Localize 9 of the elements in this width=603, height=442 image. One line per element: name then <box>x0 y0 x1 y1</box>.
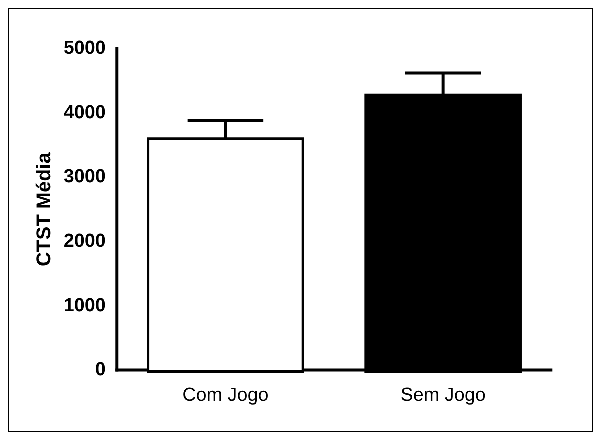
x-tick-label: Sem Jogo <box>400 384 486 406</box>
y-tick-label: 4000 <box>64 102 106 124</box>
y-axis-title: CTST Média <box>33 152 56 267</box>
y-tick-label: 2000 <box>64 231 106 252</box>
y-tick-label: 0 <box>95 360 106 381</box>
y-tick-label: 1000 <box>64 295 106 316</box>
y-tick-label: 5000 <box>64 38 106 60</box>
y-tick-label: 3000 <box>64 166 106 188</box>
x-tick-label: Com Jogo <box>182 384 269 406</box>
